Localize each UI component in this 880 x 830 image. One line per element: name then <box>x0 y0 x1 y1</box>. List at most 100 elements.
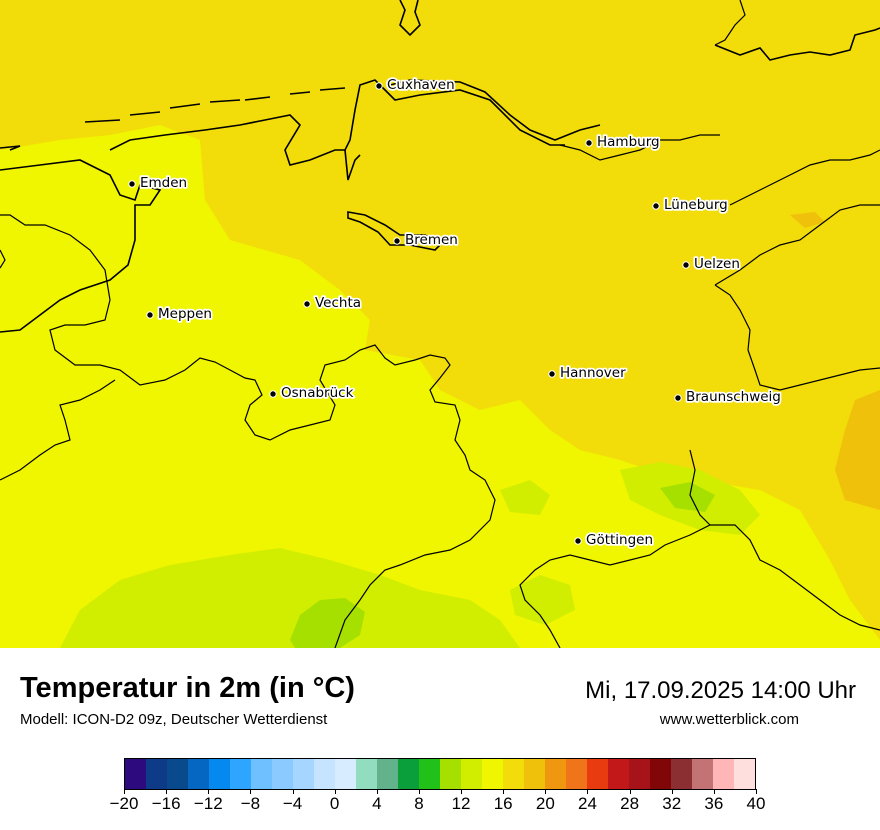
city-dot <box>146 311 154 319</box>
colorbar-segment <box>482 759 503 789</box>
tick-mark <box>166 789 168 794</box>
colorbar-segment <box>650 759 671 789</box>
city-dot <box>682 261 690 269</box>
colorbar-segment <box>713 759 734 789</box>
tick-label: −4 <box>282 794 303 813</box>
tick-mark <box>713 789 715 794</box>
colorbar-segment <box>524 759 545 789</box>
colorbar-segment <box>419 759 440 789</box>
city-dot <box>375 82 383 90</box>
tick-label: 8 <box>414 794 424 813</box>
city-label: Osnabrück <box>281 385 354 401</box>
tick-label: 40 <box>746 794 766 813</box>
city-dot <box>269 390 277 398</box>
colorbar-segment <box>503 759 524 789</box>
temperature-zone-16-18 <box>0 125 880 648</box>
colorbar-segment <box>209 759 230 789</box>
colorbar-ticks: −20 −16 −12 −8 −4 0 4 8 12 16 20 24 28 32 36 40 <box>0 789 880 822</box>
colorbar-segment <box>251 759 272 789</box>
temperature-zone-20-22 <box>790 212 825 228</box>
temperature-zone-12-14 <box>660 482 715 512</box>
colorbar-segment <box>629 759 650 789</box>
colorbar-segment <box>734 759 755 789</box>
temperature-zone-14-16 <box>510 575 575 625</box>
colorbar-segment <box>545 759 566 789</box>
colorbar-segment <box>692 759 713 789</box>
tick-label: 20 <box>535 794 555 813</box>
tick-mark <box>629 789 631 794</box>
tick-mark <box>545 789 547 794</box>
tick-mark <box>208 789 210 794</box>
tick-mark <box>461 789 463 794</box>
colorbar-segment <box>272 759 293 789</box>
city-dot <box>674 394 682 402</box>
city-label: Hamburg <box>597 134 660 150</box>
city-label: Göttingen <box>586 532 653 548</box>
tick-label: 16 <box>493 794 513 813</box>
colorbar-segment <box>608 759 629 789</box>
city-label: Braunschweig <box>686 389 781 405</box>
city-label: Hannover <box>560 365 626 381</box>
colorbar-segment <box>167 759 188 789</box>
city-label: Hamburg <box>597 134 660 150</box>
colorbar-segment <box>314 759 335 789</box>
tick-mark <box>756 789 757 794</box>
city-label: Cuxhaven <box>387 77 455 93</box>
colorbar-segment <box>671 759 692 789</box>
tick-mark <box>376 789 378 794</box>
colorbar-segment <box>146 759 167 789</box>
tick-mark <box>671 789 673 794</box>
city-label: Uelzen <box>694 256 740 272</box>
tick-label: 4 <box>372 794 382 813</box>
tick-label: −16 <box>151 794 181 813</box>
tick-label: 0 <box>329 794 340 813</box>
tick-label: −20 <box>109 794 139 813</box>
city-label: Vechta <box>315 295 361 311</box>
tick-mark <box>334 789 336 794</box>
city-label: Vechta <box>315 295 361 311</box>
website-link[interactable]: www.wetterblick.com <box>659 711 799 728</box>
city-label: Meppen <box>158 306 212 322</box>
city-label: Meppen <box>158 306 212 322</box>
colorbar-segment <box>440 759 461 789</box>
coastlines <box>0 0 880 333</box>
city-dot <box>548 370 556 378</box>
tick-label: −8 <box>240 794 261 813</box>
colorbar-segment <box>188 759 209 789</box>
model-subtitle: Modell: ICON-D2 09z, Deutscher Wetterdie… <box>20 711 328 728</box>
temperature-zone-14-16 <box>60 548 520 648</box>
city-dot <box>585 139 593 147</box>
tick-label: 28 <box>620 794 640 813</box>
city-dot <box>652 202 660 210</box>
city-label: Cuxhaven <box>387 77 455 93</box>
tick-label: 32 <box>662 794 682 813</box>
tick-label: 36 <box>704 794 724 813</box>
colorbar-segment <box>377 759 398 789</box>
colorbar-segment <box>125 759 146 789</box>
city-label: Uelzen <box>694 256 740 272</box>
tick-mark <box>418 789 420 794</box>
colorbar-segment <box>587 759 608 789</box>
tick-mark <box>124 789 125 794</box>
colorbar-segment <box>356 759 377 789</box>
temperature-zone-20-22 <box>835 390 880 510</box>
map-title: Temperatur in 2m (in °C) <box>20 672 355 704</box>
city-dot <box>128 180 136 188</box>
city-label: Bremen <box>405 232 458 248</box>
forecast-datetime: Mi, 17.09.2025 14:00 Uhr <box>585 677 856 704</box>
tick-mark <box>503 789 505 794</box>
colorbar-segment <box>461 759 482 789</box>
tick-mark <box>292 789 294 794</box>
city-label: Osnabrück <box>281 385 354 401</box>
